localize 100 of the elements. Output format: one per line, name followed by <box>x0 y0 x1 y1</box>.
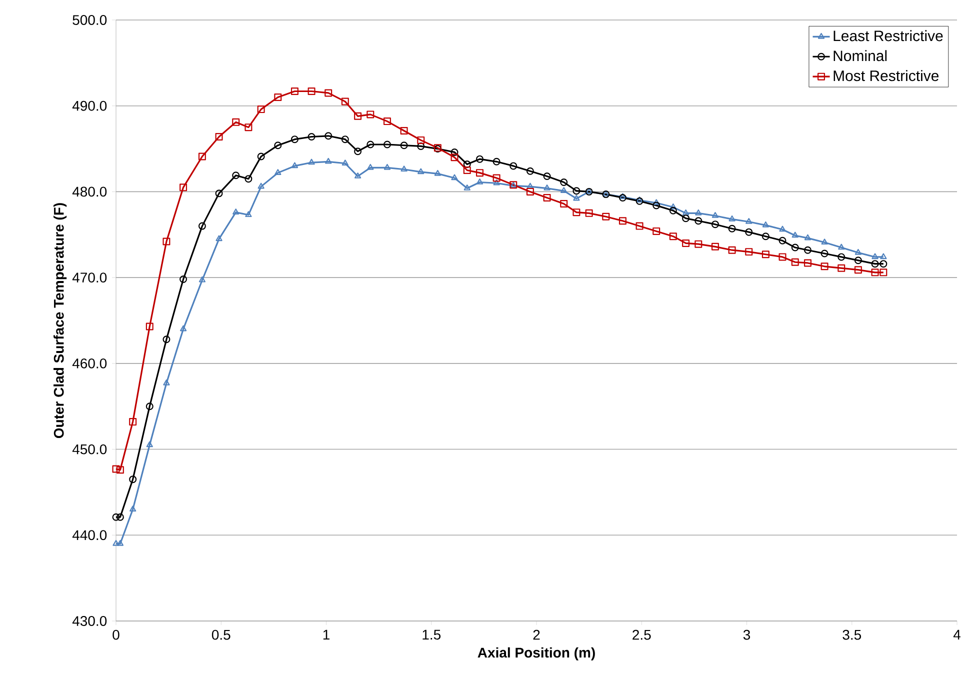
point <box>572 187 580 195</box>
point <box>232 208 240 214</box>
point <box>544 184 550 190</box>
y-tick-label: 440.0 <box>72 530 107 540</box>
point <box>146 441 153 448</box>
point <box>450 148 458 156</box>
point <box>367 164 374 170</box>
point <box>602 212 610 220</box>
point <box>791 244 799 252</box>
point <box>636 196 643 202</box>
x-tick-label: 3.5 <box>842 630 862 640</box>
x-tick-label: 0.5 <box>212 630 230 640</box>
point <box>618 217 626 225</box>
point <box>198 276 206 282</box>
point <box>354 112 362 120</box>
point <box>215 133 223 141</box>
point <box>215 190 223 198</box>
point <box>324 89 332 97</box>
point <box>526 188 534 196</box>
point <box>778 236 786 244</box>
point <box>324 132 332 140</box>
point <box>290 88 298 96</box>
point <box>585 209 593 217</box>
legend-label: Least Restrictive <box>834 30 943 42</box>
point <box>366 140 374 148</box>
point <box>510 162 518 170</box>
y-tick-label: 490.0 <box>72 100 107 111</box>
point <box>493 179 500 186</box>
point <box>463 166 471 174</box>
point <box>492 174 500 182</box>
point <box>652 227 660 235</box>
point <box>274 94 282 102</box>
x-tick-label: 0 <box>112 630 120 640</box>
point <box>180 184 188 192</box>
point <box>116 466 124 474</box>
point <box>694 240 702 248</box>
point <box>745 248 753 256</box>
y-tick-label: 500.0 <box>72 15 107 25</box>
point <box>384 164 391 170</box>
point <box>129 476 137 484</box>
point <box>383 140 391 148</box>
point <box>463 160 471 168</box>
point <box>116 540 124 546</box>
point <box>880 260 888 268</box>
point <box>258 182 264 189</box>
legend-label: Most Restrictive <box>834 70 939 82</box>
point <box>682 239 690 247</box>
point <box>670 203 676 210</box>
point <box>476 169 484 177</box>
point <box>854 256 862 264</box>
point <box>180 276 188 284</box>
point <box>257 152 265 160</box>
y-tick-label: 450.0 <box>72 444 107 454</box>
point <box>762 221 770 228</box>
x-tick-label: 1.5 <box>422 630 441 640</box>
point <box>762 232 770 240</box>
point <box>695 209 702 216</box>
point <box>245 211 252 218</box>
point <box>291 162 298 168</box>
point <box>712 212 719 218</box>
point <box>180 325 187 332</box>
point <box>341 136 349 144</box>
point <box>112 465 120 473</box>
point <box>636 222 644 230</box>
point <box>400 142 408 150</box>
point <box>400 166 408 172</box>
point <box>854 248 862 255</box>
point <box>162 238 170 246</box>
point <box>838 253 846 261</box>
point <box>804 234 812 240</box>
x-tick-label: 1 <box>323 630 330 640</box>
point <box>451 174 458 180</box>
point <box>464 184 470 190</box>
point <box>618 194 626 202</box>
point <box>872 253 878 260</box>
point <box>232 172 240 180</box>
point <box>792 232 798 238</box>
point <box>560 187 568 194</box>
point <box>746 218 752 224</box>
point <box>560 178 568 186</box>
point <box>366 110 374 118</box>
y-tick-label: 460.0 <box>72 358 107 368</box>
point <box>682 214 690 222</box>
point <box>543 194 551 202</box>
point <box>325 158 332 164</box>
point <box>146 402 154 410</box>
point <box>636 197 644 205</box>
point <box>854 266 862 274</box>
point <box>728 224 736 232</box>
point <box>383 118 391 126</box>
point <box>838 264 846 272</box>
point <box>728 246 736 254</box>
point <box>232 118 240 126</box>
point <box>216 235 222 242</box>
point <box>543 172 551 180</box>
x-tick-label: 3 <box>743 630 750 640</box>
point <box>354 148 362 156</box>
point <box>290 136 298 144</box>
point <box>417 142 425 150</box>
point <box>274 142 282 150</box>
